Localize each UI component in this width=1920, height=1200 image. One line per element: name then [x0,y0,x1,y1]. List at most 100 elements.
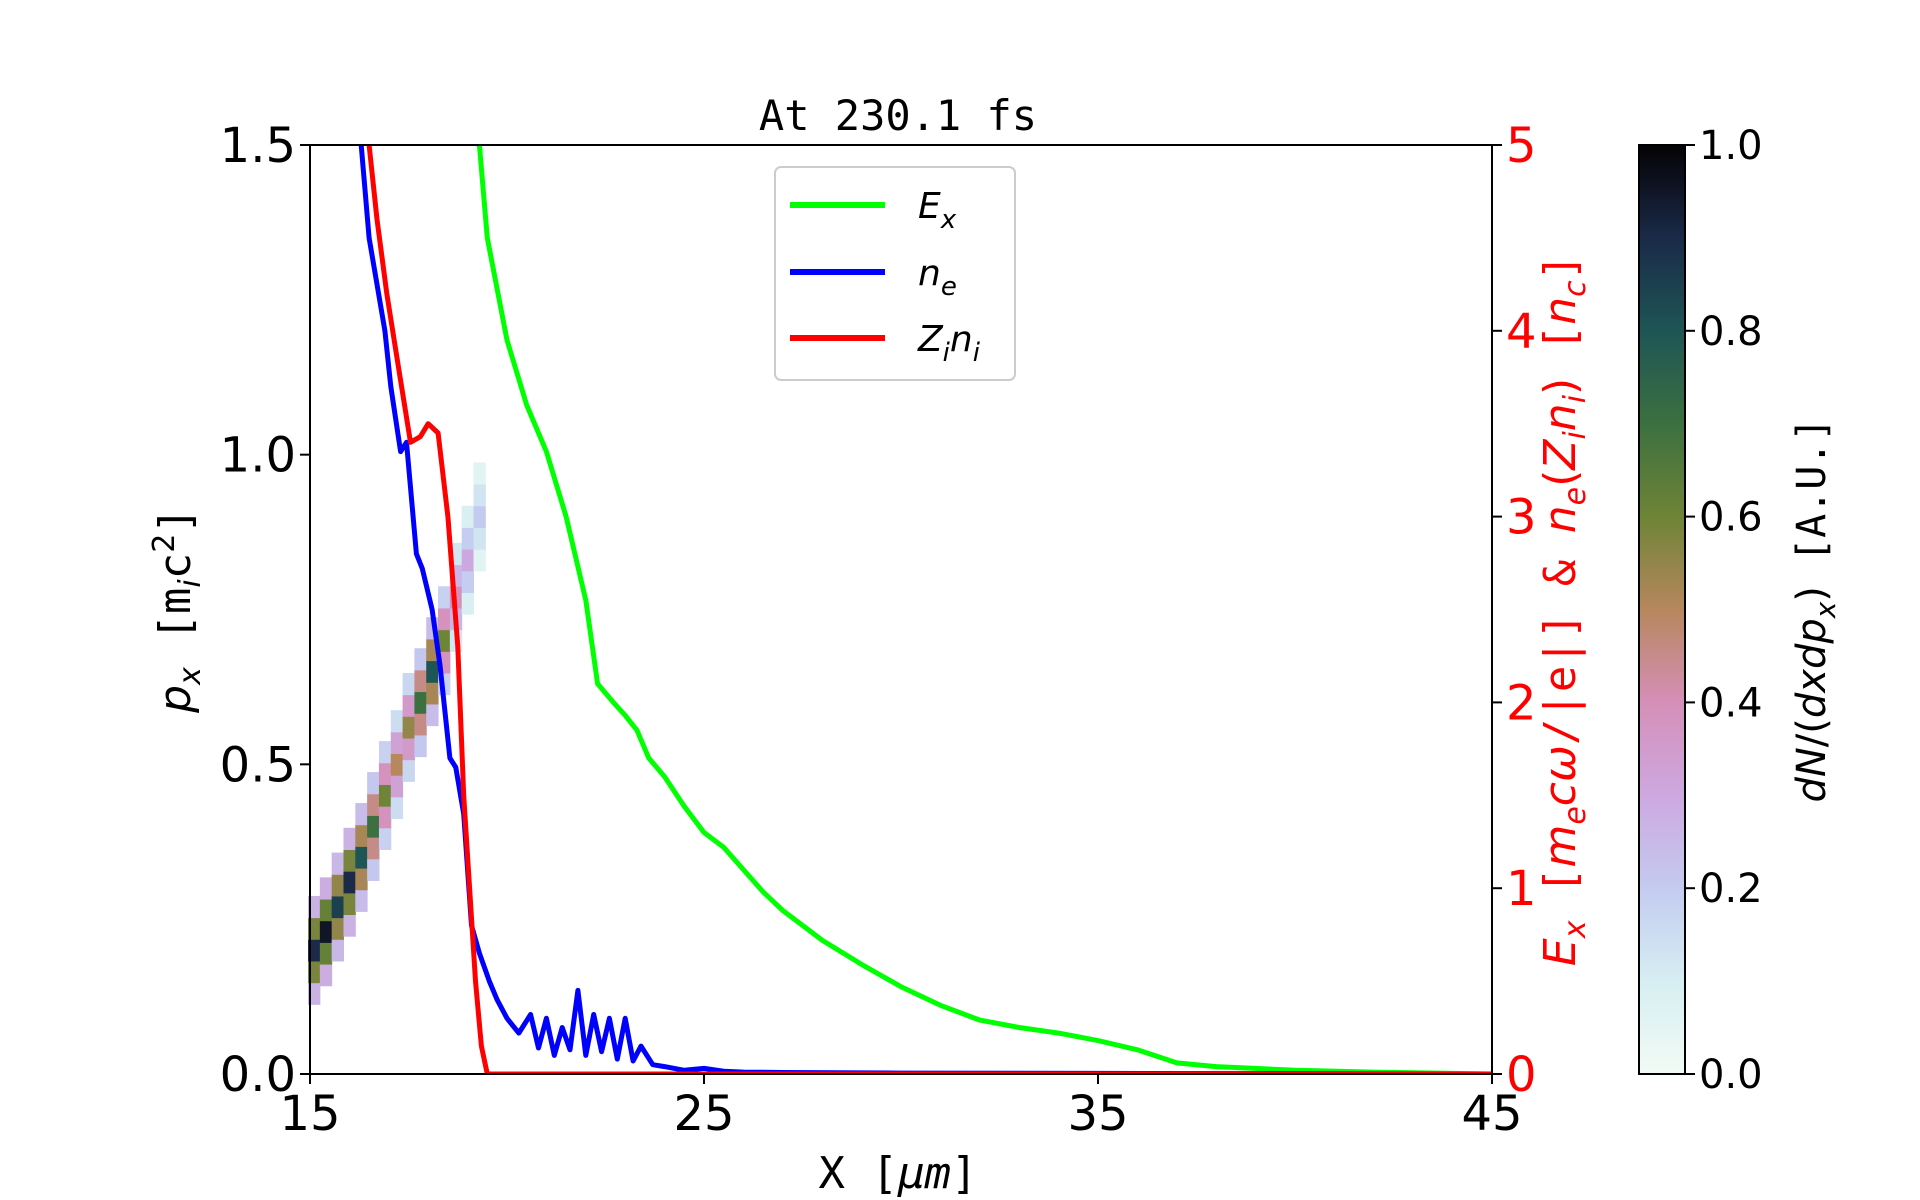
right-tick-label: 0 [1506,1047,1537,1103]
y-axis-left-label: px [mic2] [147,507,208,714]
heatmap-cell [461,592,475,615]
heatmap-cell [473,527,486,550]
heatmap-cell [308,895,321,919]
heatmap-cell [402,759,415,782]
heatmap-cell [343,827,356,850]
colorbar-tick-label: 0.8 [1699,309,1763,355]
heatmap-cell [390,710,404,733]
heatmap-cell [426,703,439,727]
heatmap-cell [378,806,392,829]
legend: Ex ne Zini [774,166,1016,381]
heatmap-cell [378,827,392,850]
heatmap-cell [308,939,321,962]
colorbar-label: dN/(dxdpx) [A.U.] [1789,417,1842,802]
heatmap-cell [343,914,356,937]
heatmap-cell [331,917,344,940]
x-tick-label: 45 [1461,1086,1522,1142]
heatmap-cell [355,889,368,912]
heatmap-cell [355,803,368,826]
heatmap-cell [367,793,380,816]
heatmap-cell [461,549,475,572]
left-axis-ticks: 0.0 0.5 1.0 1.5 [220,118,310,1103]
heatmap-cell [367,858,380,881]
left-tick-label: 1.0 [220,428,296,484]
x-tick-label: 25 [673,1086,734,1142]
heatmap-cell [319,942,333,965]
heatmap-cell [331,895,344,919]
right-tick-label: 5 [1506,118,1537,174]
heatmap-cell [308,960,321,984]
right-tick-label: 1 [1506,861,1537,917]
x-tick-label: 35 [1067,1086,1128,1142]
colorbar-tick-label: 0.6 [1699,495,1763,541]
heatmap-cell [378,762,392,785]
heatmap-cell [473,484,486,507]
heatmap-cell [402,672,415,696]
heatmap-cell [414,691,427,714]
heatmap-cell [402,694,415,717]
heatmap-cell [390,753,404,776]
heatmap-cell [378,741,392,764]
heatmap-cell [343,871,356,894]
series-line-z-i-n-i [366,145,1492,1074]
right-axis-ticks: 0 1 2 3 4 5 [1492,118,1537,1103]
heatmap-cell [438,586,451,609]
heatmap-cell [343,849,356,872]
series-line-e-x [476,145,1492,1074]
heatmap-cell [390,796,404,820]
heatmap-cell [355,824,368,847]
colorbar-tick-label: 0.4 [1699,680,1763,726]
heatmap-cell [414,734,427,758]
x-axis-ticks: 15 25 35 45 [279,1074,1523,1142]
heatmap-cell [319,920,333,943]
heatmap-cell [473,549,486,572]
right-tick-label: 3 [1506,490,1537,546]
series-layer [358,145,1492,1074]
heatmap-cell [461,527,475,550]
legend-box [774,166,1016,381]
heatmap-cell [414,669,427,693]
heatmap-cell [308,982,321,1005]
heatmap-cell [355,868,368,891]
heatmap-cell [367,837,380,860]
heatmap-cell [461,505,475,528]
heatmap-cell [367,772,380,795]
heatmap-cell [414,713,427,736]
heatmap-cell [402,738,415,761]
heatmap-cell [367,815,380,838]
heatmap-cell [402,716,415,739]
heatmap-cell [355,846,368,869]
heatmap-cell [319,899,333,922]
colorbar [1638,144,1686,1075]
left-tick-label: 0.0 [220,1047,296,1103]
left-tick-label: 0.5 [220,737,296,793]
left-tick-label: 1.5 [220,118,296,174]
heatmap-cell [438,629,451,652]
ion-phase-space-heatmap [308,462,486,1005]
colorbar-ticks: 0.0 0.2 0.4 0.6 0.8 1.0 [1685,123,1763,1098]
colorbar-tick-label: 0.2 [1699,866,1763,912]
heatmap-cell [414,648,427,671]
series-line-n-e [358,145,1492,1074]
heatmap-cell [390,731,404,754]
right-tick-label: 4 [1506,304,1537,360]
plot-frame [309,144,1493,1075]
heatmap-cell [461,570,475,593]
heatmap-cell [319,964,333,987]
right-tick-label: 2 [1506,675,1537,731]
heatmap-cell [473,505,486,528]
heatmap-cell [331,939,344,962]
heatmap-cell [319,877,333,900]
heatmap-cell [426,682,439,705]
y-axis-right-label: Ex [mecω/|e|] & ne(Zini) [nc] [1535,254,1593,966]
heatmap-cell [390,775,404,798]
heatmap-cell [438,607,451,631]
heatmap-cell [331,852,344,875]
heatmap-cell [343,892,356,916]
heatmap-cell [308,917,321,940]
colorbar-tick-label: 1.0 [1699,123,1763,169]
heatmap-cell [426,660,439,683]
heatmap-cell [473,462,486,485]
heatmap-cell [378,784,392,807]
